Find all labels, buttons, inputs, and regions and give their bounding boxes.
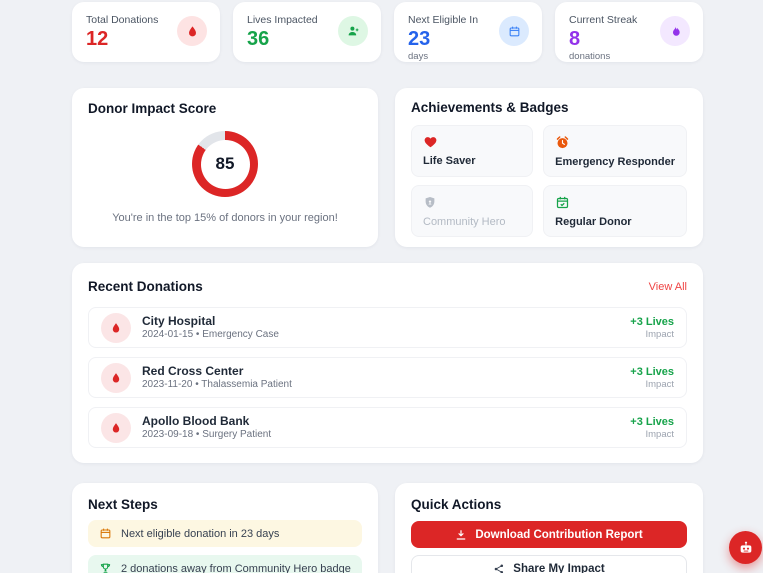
shield-icon xyxy=(423,195,521,210)
badge-label: Regular Donor xyxy=(555,216,632,228)
share-impact-button[interactable]: Share My Impact xyxy=(411,555,687,573)
donation-impact-value: +3 Lives xyxy=(630,315,674,328)
stat-value: 36 xyxy=(247,28,270,50)
calendar-icon xyxy=(99,527,112,540)
badge-regular-donor: Regular Donor xyxy=(543,185,687,237)
score-and-badges-row: Donor Impact Score 85 You're in the top … xyxy=(72,88,703,247)
heart-icon xyxy=(423,135,521,149)
donation-meta: 2023-11-20 • Thalassemia Patient xyxy=(142,379,292,390)
donation-impact-value: +3 Lives xyxy=(630,415,674,428)
donation-text: Red Cross Center 2023-11-20 • Thalassemi… xyxy=(142,364,292,391)
recent-donations-card: Recent Donations View All City Hospital … xyxy=(72,263,703,463)
stat-label: Total Donations xyxy=(86,14,159,26)
share-impact-label: Share My Impact xyxy=(513,562,605,573)
donor-impact-score-title: Donor Impact Score xyxy=(88,101,217,116)
alarm-clock-icon xyxy=(555,135,675,150)
achievements-card: Achievements & Badges Life Saver Emergen… xyxy=(395,88,703,247)
donation-row-red-cross-center: Red Cross Center 2023-11-20 • Thalassemi… xyxy=(88,357,687,398)
donor-impact-score-card: Donor Impact Score 85 You're in the top … xyxy=(72,88,378,247)
stat-unit: days xyxy=(408,51,429,62)
donation-name: Apollo Blood Bank xyxy=(142,414,250,428)
donation-name: Red Cross Center xyxy=(142,364,244,378)
next-step-text: 2 donations away from Community Hero bad… xyxy=(121,562,351,573)
stat-value: 23 xyxy=(408,28,431,50)
badge-community-hero: Community Hero xyxy=(411,185,534,237)
donation-impact-label: Impact xyxy=(645,378,674,390)
stats-row: Total Donations 12 Lives Impacted 36 Nex… xyxy=(72,2,703,62)
view-all-link[interactable]: View All xyxy=(648,280,687,293)
donation-impact-block: +3 Lives Impact xyxy=(630,416,674,440)
trophy-icon xyxy=(99,562,112,573)
stat-label: Next Eligible In xyxy=(408,14,479,26)
next-step-text: Next eligible donation in 23 days xyxy=(121,527,280,540)
blood-drop-icon xyxy=(101,412,131,443)
donation-impact-value: +3 Lives xyxy=(630,365,674,378)
achievements-title: Achievements & Badges xyxy=(411,100,569,115)
chatbot-fab-button[interactable] xyxy=(729,531,762,564)
donation-impact-block: +3 Lives Impact xyxy=(630,316,674,340)
impact-score-value: 85 xyxy=(200,139,250,189)
next-steps-title: Next Steps xyxy=(88,497,158,512)
stat-value: 12 xyxy=(86,28,109,50)
bottom-row: Next Steps Next eligible donation in 23 … xyxy=(72,483,703,573)
donation-impact-block: +3 Lives Impact xyxy=(630,366,674,390)
donation-impact-label: Impact xyxy=(645,428,674,440)
donation-text: City Hospital 2024-01-15 • Emergency Cas… xyxy=(142,314,279,341)
blood-drop-icon xyxy=(177,16,207,46)
stat-label: Lives Impacted xyxy=(247,14,318,26)
calendar-icon xyxy=(499,16,529,46)
next-step-badge-progress: 2 donations away from Community Hero bad… xyxy=(88,555,362,573)
person-icon xyxy=(338,16,368,46)
stat-value: 8 xyxy=(569,28,581,50)
recent-donations-title: Recent Donations xyxy=(88,279,203,294)
badge-label: Community Hero xyxy=(423,216,506,228)
donation-text: Apollo Blood Bank 2023-09-18 • Surgery P… xyxy=(142,414,271,441)
stat-card-lives-impacted: Lives Impacted 36 xyxy=(233,2,381,62)
donation-meta: 2024-01-15 • Emergency Case xyxy=(142,329,279,340)
donation-row-city-hospital: City Hospital 2024-01-15 • Emergency Cas… xyxy=(88,307,687,348)
stat-card-total-donations: Total Donations 12 xyxy=(72,2,220,62)
download-report-button[interactable]: Download Contribution Report xyxy=(411,521,687,548)
next-step-eligible: Next eligible donation in 23 days xyxy=(88,520,362,547)
badge-label: Emergency Responder xyxy=(555,156,675,168)
donation-impact-label: Impact xyxy=(645,328,674,340)
blood-drop-icon xyxy=(101,362,131,393)
donation-meta: 2023-09-18 • Surgery Patient xyxy=(142,429,272,440)
badge-life-saver: Life Saver xyxy=(411,125,534,177)
calendar-check-icon xyxy=(555,195,675,210)
next-steps-card: Next Steps Next eligible donation in 23 … xyxy=(72,483,378,573)
download-report-label: Download Contribution Report xyxy=(475,528,643,541)
download-icon xyxy=(455,529,467,541)
dashboard-content: Total Donations 12 Lives Impacted 36 Nex… xyxy=(72,2,703,573)
stat-unit: donations xyxy=(569,51,611,62)
donation-row-apollo-blood-bank: Apollo Blood Bank 2023-09-18 • Surgery P… xyxy=(88,407,687,448)
impact-gauge: 85 xyxy=(192,131,258,197)
badge-label: Life Saver xyxy=(423,155,476,167)
impact-score-caption: You're in the top 15% of donors in your … xyxy=(112,212,338,224)
flame-icon xyxy=(660,16,690,46)
blood-drop-icon xyxy=(101,312,131,343)
recent-donations-header: Recent Donations View All xyxy=(88,279,687,294)
robot-icon xyxy=(738,540,754,556)
share-icon xyxy=(493,563,505,573)
stat-label: Current Streak xyxy=(569,14,638,26)
badge-emergency-responder: Emergency Responder xyxy=(543,125,687,177)
stat-card-current-streak: Current Streak 8 donations xyxy=(555,2,703,62)
stat-card-next-eligible: Next Eligible In 23 days xyxy=(394,2,542,62)
quick-actions-card: Quick Actions Download Contribution Repo… xyxy=(395,483,703,573)
badges-grid: Life Saver Emergency Responder Community… xyxy=(411,125,687,237)
donation-name: City Hospital xyxy=(142,314,216,328)
quick-actions-title: Quick Actions xyxy=(411,497,502,512)
